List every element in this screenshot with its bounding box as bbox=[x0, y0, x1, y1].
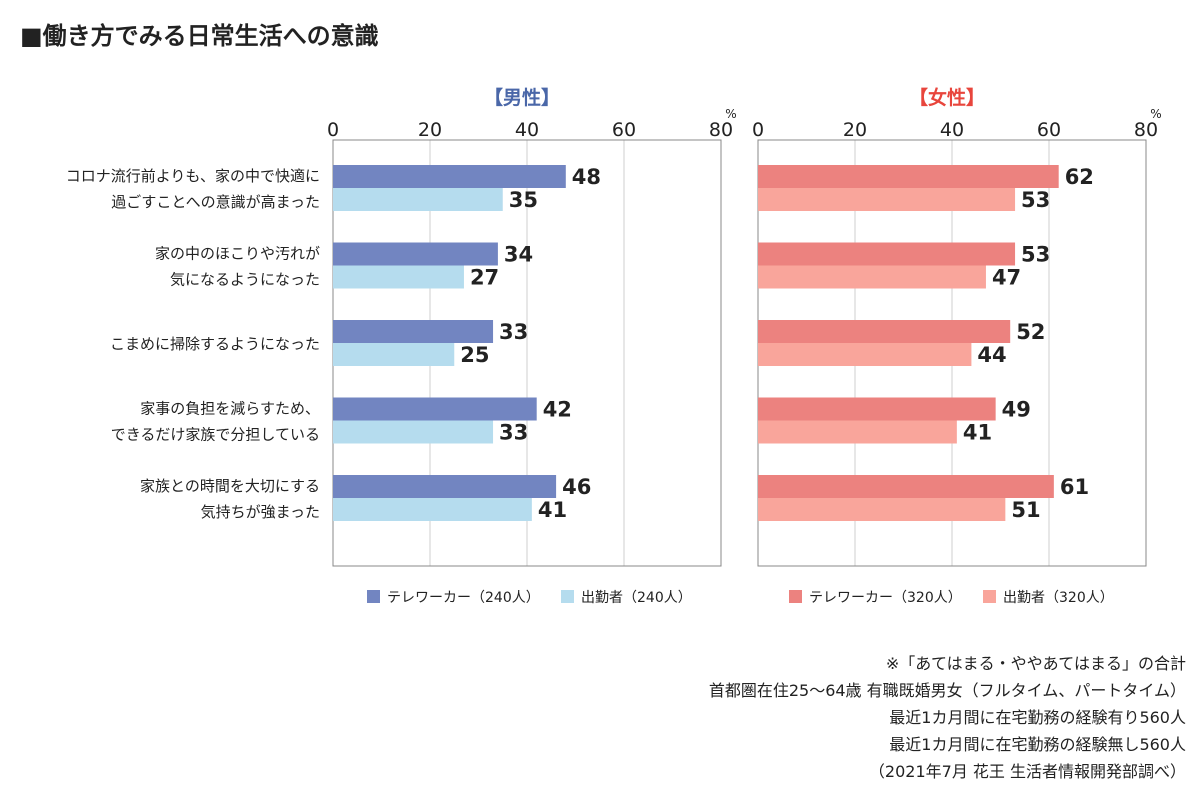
category-label: コロナ流行前よりも、家の中で快適に bbox=[66, 167, 320, 185]
tick-label: 80 bbox=[1134, 119, 1158, 141]
tick-label: 80 bbox=[709, 119, 733, 141]
data-label: 51 bbox=[1011, 498, 1040, 522]
note-line: 最近1カ月間に在宅勤務の経験有り560人 bbox=[889, 708, 1186, 727]
tick-label: 20 bbox=[843, 119, 867, 141]
legend-swatch bbox=[561, 590, 574, 603]
data-label: 62 bbox=[1065, 165, 1094, 189]
bar bbox=[758, 343, 972, 366]
data-label: 49 bbox=[1002, 398, 1031, 422]
bar bbox=[333, 188, 503, 211]
bar bbox=[758, 397, 996, 421]
data-label: 27 bbox=[470, 266, 499, 290]
tick-label: 60 bbox=[612, 119, 636, 141]
bar bbox=[333, 343, 455, 366]
bar bbox=[758, 242, 1016, 266]
category-label: 気になるようになった bbox=[170, 271, 320, 289]
tick-label: 60 bbox=[1037, 119, 1061, 141]
legend-swatch bbox=[789, 590, 802, 603]
bar bbox=[758, 498, 1006, 521]
axis-unit: % bbox=[725, 107, 736, 121]
legend-label: テレワーカー（320人） bbox=[809, 590, 962, 606]
bar bbox=[333, 265, 464, 289]
legend-label: 出勤者（320人） bbox=[1003, 590, 1114, 606]
category-label: できるだけ家族で分担している bbox=[111, 426, 320, 444]
data-label: 42 bbox=[543, 398, 572, 422]
bar bbox=[333, 397, 537, 421]
data-label: 44 bbox=[977, 343, 1006, 367]
category-label: こまめに掃除するようになった bbox=[110, 335, 320, 353]
legend-swatch bbox=[367, 590, 380, 603]
category-label: 過ごすことへの意識が高まった bbox=[111, 193, 320, 211]
data-label: 53 bbox=[1021, 188, 1050, 212]
data-label: 34 bbox=[504, 243, 533, 267]
panel-title: 【男性】 bbox=[484, 86, 560, 109]
data-label: 48 bbox=[572, 165, 601, 189]
data-label: 35 bbox=[509, 188, 538, 212]
bar bbox=[758, 265, 986, 289]
data-label: 41 bbox=[538, 498, 567, 522]
category-label: 家事の負担を減らすため、 bbox=[140, 400, 320, 418]
data-label: 53 bbox=[1021, 243, 1050, 267]
category-label: 家族との時間を大切にする bbox=[140, 477, 320, 495]
note-line: 最近1カ月間に在宅勤務の経験無し560人 bbox=[889, 735, 1186, 754]
legend-label: テレワーカー（240人） bbox=[387, 590, 540, 606]
data-label: 47 bbox=[992, 266, 1021, 290]
note-line: 首都圏在住25〜64歳 有職既婚男女（フルタイム、パートタイム） bbox=[708, 681, 1186, 700]
page-title: ■働き方でみる日常生活への意識 bbox=[20, 22, 379, 50]
bar bbox=[758, 320, 1011, 343]
bar bbox=[333, 420, 494, 444]
bar bbox=[333, 498, 532, 521]
tick-label: 0 bbox=[752, 119, 764, 141]
tick-label: 0 bbox=[327, 119, 339, 141]
category-label: 家の中のほこりや汚れが bbox=[155, 245, 320, 263]
panel-title: 【女性】 bbox=[909, 86, 985, 109]
bar bbox=[333, 242, 498, 266]
legend-swatch bbox=[983, 590, 996, 603]
axis-unit: % bbox=[1150, 107, 1161, 121]
data-label: 61 bbox=[1060, 475, 1089, 499]
tick-label: 40 bbox=[515, 119, 539, 141]
category-label: 気持ちが強まった bbox=[201, 503, 320, 521]
chart-notes: ※「あてはまる・ややあてはまる」の合計 首都圏在住25〜64歳 有職既婚男女（フ… bbox=[709, 650, 1186, 785]
data-label: 25 bbox=[460, 343, 489, 367]
bar bbox=[758, 475, 1054, 498]
bar bbox=[333, 165, 566, 188]
data-label: 46 bbox=[562, 475, 591, 499]
note-line: ※「あてはまる・ややあてはまる」の合計 bbox=[885, 654, 1186, 673]
data-label: 33 bbox=[499, 320, 528, 344]
data-label: 33 bbox=[499, 421, 528, 445]
data-label: 52 bbox=[1016, 320, 1045, 344]
bar-chart: コロナ流行前よりも、家の中で快適に過ごすことへの意識が高まった家の中のほこりや汚… bbox=[66, 86, 1162, 606]
bar bbox=[333, 320, 494, 343]
bar bbox=[333, 475, 557, 498]
bar bbox=[758, 188, 1016, 211]
legend-label: 出勤者（240人） bbox=[581, 590, 692, 606]
tick-label: 40 bbox=[940, 119, 964, 141]
bar bbox=[758, 165, 1059, 188]
data-label: 41 bbox=[963, 421, 992, 445]
tick-label: 20 bbox=[418, 119, 442, 141]
note-line: （2021年7月 花王 生活者情報開発部調べ） bbox=[868, 762, 1186, 781]
bar bbox=[758, 420, 957, 444]
